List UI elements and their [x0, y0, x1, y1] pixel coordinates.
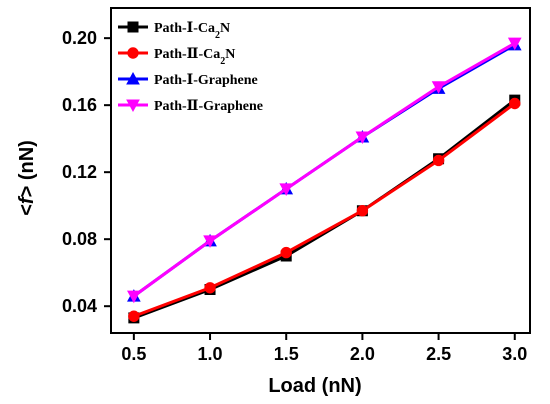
legend-marker [126, 99, 140, 113]
legend-item: Path-Ⅱ-Graphene [118, 99, 263, 114]
series-line [132, 41, 516, 298]
data-point [128, 310, 140, 322]
data-point [127, 290, 141, 304]
legend-label: Path-Ⅰ-Graphene [154, 73, 258, 88]
legend-label: Path-Ⅰ-Ca2N [154, 21, 230, 41]
legend-label: Path-Ⅱ-Graphene [154, 99, 263, 114]
y-tick-label: 0.12 [62, 162, 97, 182]
data-point [279, 183, 294, 196]
y-axis-title-suffix: > (nN) [16, 140, 38, 197]
data-point [356, 205, 369, 217]
y-axis-title: <f> (nN) [16, 140, 38, 216]
y-tick-label: 0.08 [62, 229, 97, 249]
legend-label-subscript: 2 [215, 30, 220, 41]
legend-marker [127, 21, 139, 33]
x-tick-label: 2.5 [426, 344, 451, 364]
legend-label-main: Path-Ⅱ-Ca [154, 47, 220, 62]
data-point [355, 131, 370, 145]
data-point [431, 81, 446, 94]
legend: Path-Ⅰ-Ca2NPath-Ⅱ-Ca2NPath-Ⅰ-GraphenePat… [118, 21, 263, 114]
series-line [133, 98, 516, 320]
y-tick-label: 0.20 [62, 28, 97, 48]
ticks: 0.5 1.0 1.5 2.0 2.5 3.0 0.04 0.08 0.12 0.16 0.20 [62, 28, 527, 364]
legend-label-end: N [220, 21, 230, 36]
series-group [127, 37, 522, 304]
plot-series [127, 37, 522, 324]
axes [110, 7, 531, 334]
plot-frame [110, 7, 531, 334]
x-tick-label: 2.0 [350, 344, 375, 364]
series-group [128, 94, 521, 324]
y-tick-label: 0.04 [62, 296, 97, 316]
legend-label-main: Path-Ⅱ-Graphene [154, 99, 263, 114]
x-tick-label: 1.0 [198, 344, 223, 364]
data-point [507, 37, 522, 51]
legend-item: Path-Ⅱ-Ca2N [118, 47, 235, 67]
x-tick-label: 3.0 [502, 344, 527, 364]
legend-label-main: Path-Ⅰ-Ca [154, 21, 215, 36]
data-point [509, 97, 521, 110]
data-point [280, 246, 292, 259]
x-tick-label: 1.5 [274, 344, 299, 364]
y-tick-label: 0.16 [62, 95, 97, 115]
legend-label: Path-Ⅱ-Ca2N [154, 47, 235, 67]
y-axis-title-prefix: < [16, 204, 38, 216]
x-tick-label: 0.5 [121, 344, 146, 364]
legend-marker [127, 47, 139, 59]
data-point [204, 282, 216, 294]
data-point [203, 235, 217, 248]
x-axis-title: Load (nN) [268, 375, 361, 397]
legend-label-subscript: 2 [220, 56, 225, 67]
legend-item: Path-Ⅰ-Graphene [118, 71, 258, 88]
legend-label-end: N [225, 47, 235, 62]
series-line [133, 102, 516, 318]
data-point [432, 154, 445, 167]
series-group [128, 97, 521, 322]
legend-label-main: Path-Ⅰ-Graphene [154, 73, 258, 88]
legend-marker [126, 71, 140, 85]
legend-item: Path-Ⅰ-Ca2N [118, 21, 230, 41]
y-axis-title-italic: f [16, 195, 38, 204]
